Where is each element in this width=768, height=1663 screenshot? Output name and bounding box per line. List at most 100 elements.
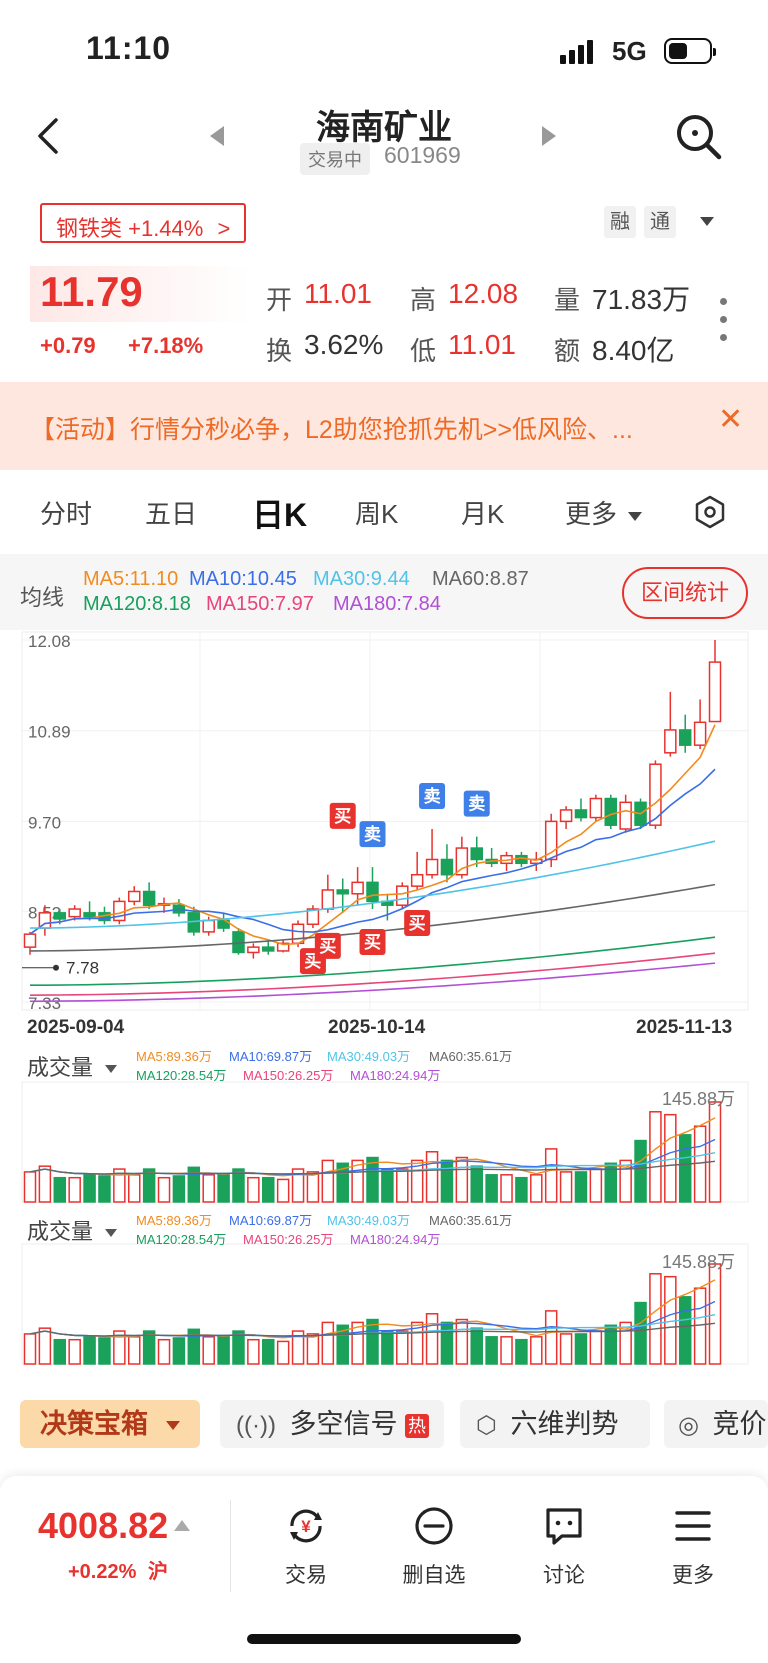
high-value: 12.08 [448, 278, 519, 309]
home-indicator[interactable] [247, 1634, 521, 1644]
x-label-end: 2025-11-13 [636, 1017, 733, 1038]
candle-body [366, 881, 379, 903]
buy-signal [314, 932, 341, 959]
long-short-signal-button[interactable]: ((·)) 多空信号 热 [220, 1400, 444, 1448]
x-label-start: 2025-09-04 [27, 1017, 125, 1038]
ma180-line [29, 962, 716, 1003]
bid-button[interactable]: ◎ 竞价 [664, 1400, 768, 1448]
volume-max-label: 145.88万 [662, 1089, 736, 1109]
discuss-icon [546, 1508, 582, 1545]
nav-trade-label: 交易 [285, 1564, 327, 1587]
index-change-pct: +0.22% [68, 1561, 137, 1583]
volume-bar [381, 1330, 394, 1365]
volume-bar [455, 1156, 469, 1203]
candle-body [544, 820, 558, 861]
nav-trade[interactable]: ¥ 交易 [256, 1504, 356, 1589]
tab-weekly-k[interactable]: 周K [355, 499, 399, 529]
vol-ma5-label: MA5:89.36万 [136, 1049, 212, 1064]
index-value[interactable]: 4008.82 [38, 1505, 169, 1546]
volume-bar [291, 1168, 305, 1203]
volume-bar [276, 1178, 290, 1203]
battery-icon [664, 38, 716, 64]
tab-more[interactable]: 更多 [565, 494, 643, 531]
buy-signal-label: 买 [409, 914, 426, 934]
candle-body [664, 729, 677, 754]
six-dimension-button[interactable]: ⬡ 六维判势 [460, 1400, 650, 1448]
volume-bar [351, 1159, 364, 1203]
prev-stock-icon[interactable] [210, 126, 224, 146]
candle-body [142, 890, 156, 906]
status-time: 11:10 [86, 30, 172, 66]
decision-box-label: 决策宝箱 [40, 1409, 148, 1439]
current-price: 11.79 [40, 268, 143, 315]
tab-more-label: 更多 [565, 499, 618, 529]
chevron-down-icon[interactable] [700, 217, 714, 226]
volume-bar [23, 1333, 37, 1365]
vol2-ma10-label: MA10:69.87万 [229, 1213, 313, 1228]
volume-bar [113, 1168, 126, 1203]
margin-chip[interactable]: 融 [604, 206, 636, 238]
search-icon[interactable] [674, 112, 722, 160]
buy-signal-label: 买 [334, 807, 351, 827]
volume-bar [321, 1321, 335, 1365]
tab-daily-k[interactable]: 日K [252, 497, 308, 533]
more-vertical-icon[interactable] [720, 298, 728, 342]
promo-banner[interactable] [0, 382, 768, 470]
volume-bar [157, 1176, 171, 1203]
ma120-line [29, 936, 716, 987]
volume-bar [708, 1263, 722, 1365]
nav-more[interactable]: 更多 [643, 1504, 743, 1589]
vol-ma150-label: MA150:26.25万 [243, 1068, 334, 1083]
candle-body [321, 889, 335, 910]
sell-signal-label: 卖 [364, 824, 381, 845]
y-tick-label: 12.08 [28, 632, 71, 651]
y-tick-label: 9.70 [28, 813, 61, 832]
vol2-ma150-label: MA150:26.25万 [243, 1232, 334, 1247]
candle-body [53, 912, 67, 920]
tab-intraday[interactable]: 分时 [40, 499, 93, 529]
buy-signal [329, 802, 356, 829]
volume-bar [127, 1336, 141, 1365]
volume-bar [678, 1134, 692, 1203]
vol-ma60-line [29, 1160, 716, 1175]
volume-title[interactable]: 成交量 [27, 1050, 118, 1082]
low-marker-label: 7.78 [66, 959, 99, 978]
turnover-value: 3.62% [304, 329, 384, 360]
volume-bar [113, 1330, 126, 1365]
volume-bar [157, 1338, 171, 1365]
volume-bar [396, 1330, 409, 1365]
volume-bar [68, 1338, 81, 1365]
chart-settings-icon[interactable] [692, 494, 728, 530]
volume-bar [574, 1171, 588, 1203]
amount-value: 8.40亿 [592, 335, 675, 366]
volume-bar [336, 1162, 349, 1203]
volume-bar [634, 1139, 647, 1203]
sector-badge[interactable]: 钢铁类 +1.44% > [40, 203, 247, 243]
close-icon[interactable]: ✕ [718, 403, 744, 436]
promo-text[interactable]: 【活动】行情分秒必争，L2助您抢抓先机>>低风险、... [30, 416, 633, 444]
tab-five-day[interactable]: 五日 [145, 499, 198, 529]
ma5-line [29, 724, 716, 946]
decision-box-button[interactable]: 决策宝箱 [20, 1400, 200, 1448]
vol2-ma60-label: MA60:35.61万 [429, 1213, 513, 1228]
nav-discuss[interactable]: 讨论 [514, 1504, 614, 1589]
candle-body [455, 847, 469, 876]
nav-remove-watchlist[interactable]: 删自选 [384, 1504, 484, 1589]
volume-bar [425, 1151, 439, 1203]
trading-status-tag: 交易中 [300, 143, 370, 175]
vol2-ma30-label: MA30:49.03万 [327, 1213, 411, 1228]
sell-signal-label: 卖 [468, 794, 485, 815]
back-icon[interactable] [34, 116, 64, 156]
connect-chip[interactable]: 通 [644, 206, 676, 238]
candle-body [127, 890, 141, 903]
broadcast-icon: ((·)) [236, 1412, 276, 1439]
ma30-line [29, 840, 716, 929]
volume-bar [232, 1168, 245, 1203]
range-stats-button[interactable]: 区间统计 [622, 567, 748, 619]
volume-title-text: 成交量 [27, 1055, 94, 1080]
volume-title-2[interactable]: 成交量 [27, 1214, 118, 1246]
tab-monthly-k[interactable]: 月K [461, 499, 505, 529]
next-stock-icon[interactable] [542, 126, 556, 146]
vol-ma180-label: MA180:24.94万 [350, 1068, 441, 1083]
